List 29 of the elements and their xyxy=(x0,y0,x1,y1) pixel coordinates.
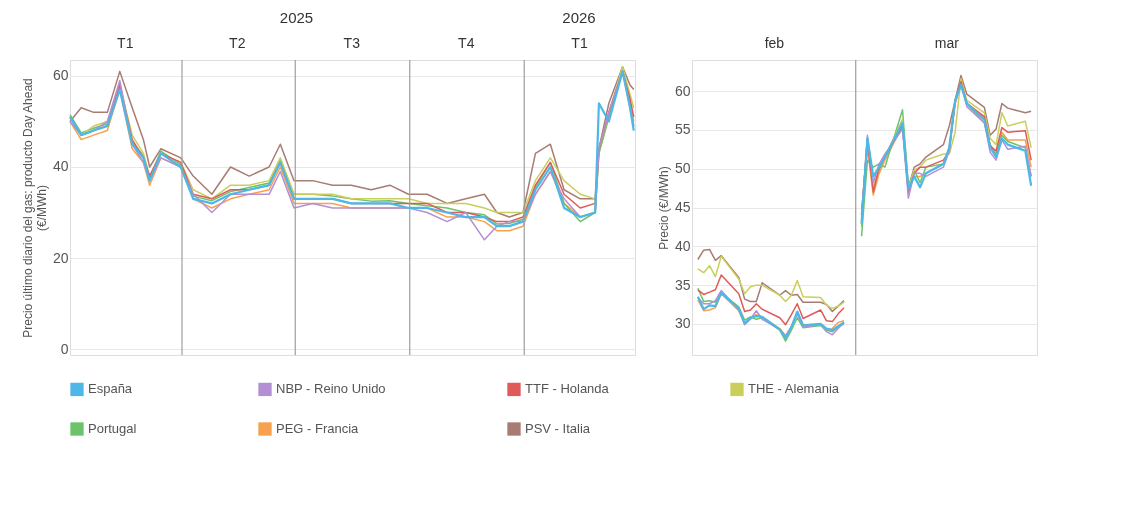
y-tick-label: 60 xyxy=(674,82,691,99)
y-tick-label: 20 xyxy=(52,249,69,266)
x-tick-label: feb xyxy=(764,34,785,51)
y-tick-label: 0 xyxy=(60,340,69,357)
legend-label: TTF - Holanda xyxy=(525,381,610,397)
x-tick-label: T1 xyxy=(117,34,134,51)
legend-label: THE - Alemania xyxy=(748,381,840,397)
x-tick-label: T4 xyxy=(458,34,475,51)
legend-label: España xyxy=(88,381,133,397)
x-tick-label: T3 xyxy=(343,34,361,51)
y-tick-label: 45 xyxy=(674,199,691,215)
y-tick-label: 35 xyxy=(674,276,691,293)
y-tick-label: 50 xyxy=(674,160,691,177)
y-axis-title: Precio (€/MWh) xyxy=(656,166,671,250)
legend-label: NBP - Reino Unido xyxy=(276,381,386,397)
legend-label: PSV - Italia xyxy=(525,421,591,436)
y-tick-label: 40 xyxy=(674,237,691,254)
y-tick-label: 55 xyxy=(674,121,691,138)
y-axis-title: Precio último diario del gas: producto Day Ahead (€/MWh) xyxy=(20,78,49,338)
legend-label: Portugal xyxy=(88,421,137,436)
legend-label: PEG - Francia xyxy=(276,421,360,436)
x2-tick-label: 2026 xyxy=(562,9,596,26)
y-tick-label: 60 xyxy=(52,67,69,84)
y-tick-label: 30 xyxy=(674,315,691,332)
y-tick-label: 40 xyxy=(52,158,69,175)
x-tick-label: T2 xyxy=(229,34,246,51)
x-tick-label: mar xyxy=(934,34,960,51)
x-tick-label: T1 xyxy=(571,34,588,51)
x2-tick-label: 2025 xyxy=(279,9,314,26)
